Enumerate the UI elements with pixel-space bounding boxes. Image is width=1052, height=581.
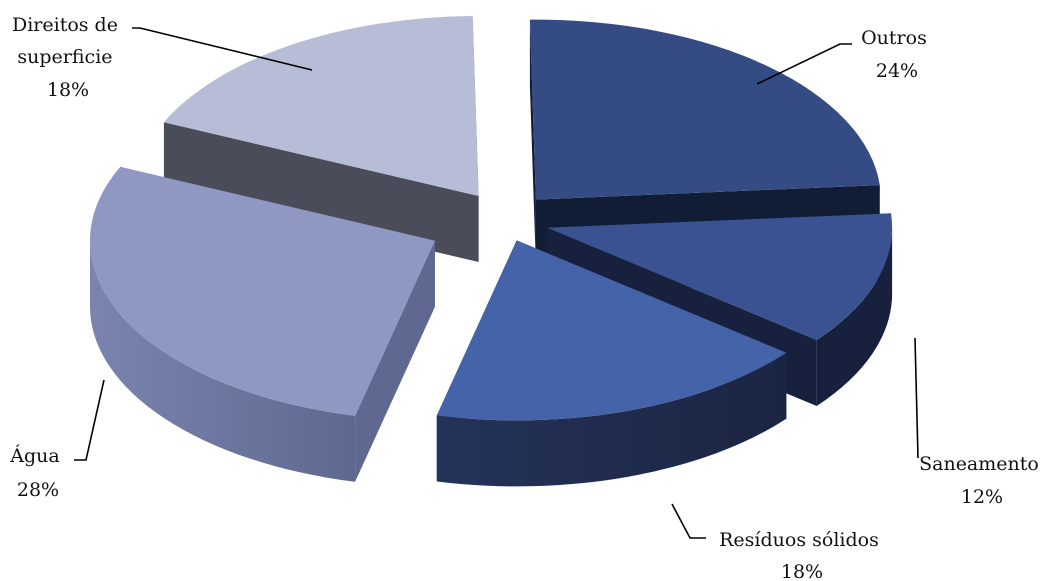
leader-line-saneamento xyxy=(914,337,919,459)
label-direitos-de-superficie: Direitos de superficie 18% xyxy=(12,14,124,101)
slice-top-residuos-solidos xyxy=(436,240,787,421)
slice-wall-start-outros xyxy=(529,19,536,266)
pie-slice-direitos-de-superficie xyxy=(163,16,479,262)
label-residuos-solidos: Resíduos sólidos 18% xyxy=(719,529,885,581)
pie-slice-agua xyxy=(89,166,436,482)
slice-top-outros xyxy=(529,19,880,200)
leader-line-agua xyxy=(74,379,105,461)
slice-top-saneamento xyxy=(547,213,893,340)
slice-outer-wall-saneamento xyxy=(816,227,893,406)
slice-outer-wall-residuos-solidos xyxy=(436,352,787,487)
slice-wall-start-direitos-de-superficie xyxy=(163,122,479,262)
slice-outer-wall-agua xyxy=(90,240,356,482)
leader-line-residuos-solidos xyxy=(671,503,706,539)
slice-top-agua xyxy=(89,166,435,416)
leader-line-direitos-de-superficie xyxy=(132,27,313,71)
label-outros: Outros 24% xyxy=(861,27,933,82)
label-saneamento: Saneamento 12% xyxy=(919,453,1045,508)
label-agua: Água 28% xyxy=(9,444,66,501)
slice-top-direitos-de-superficie xyxy=(163,16,479,196)
pie-slice-residuos-solidos xyxy=(436,240,787,487)
leader-line-outros xyxy=(756,43,852,85)
